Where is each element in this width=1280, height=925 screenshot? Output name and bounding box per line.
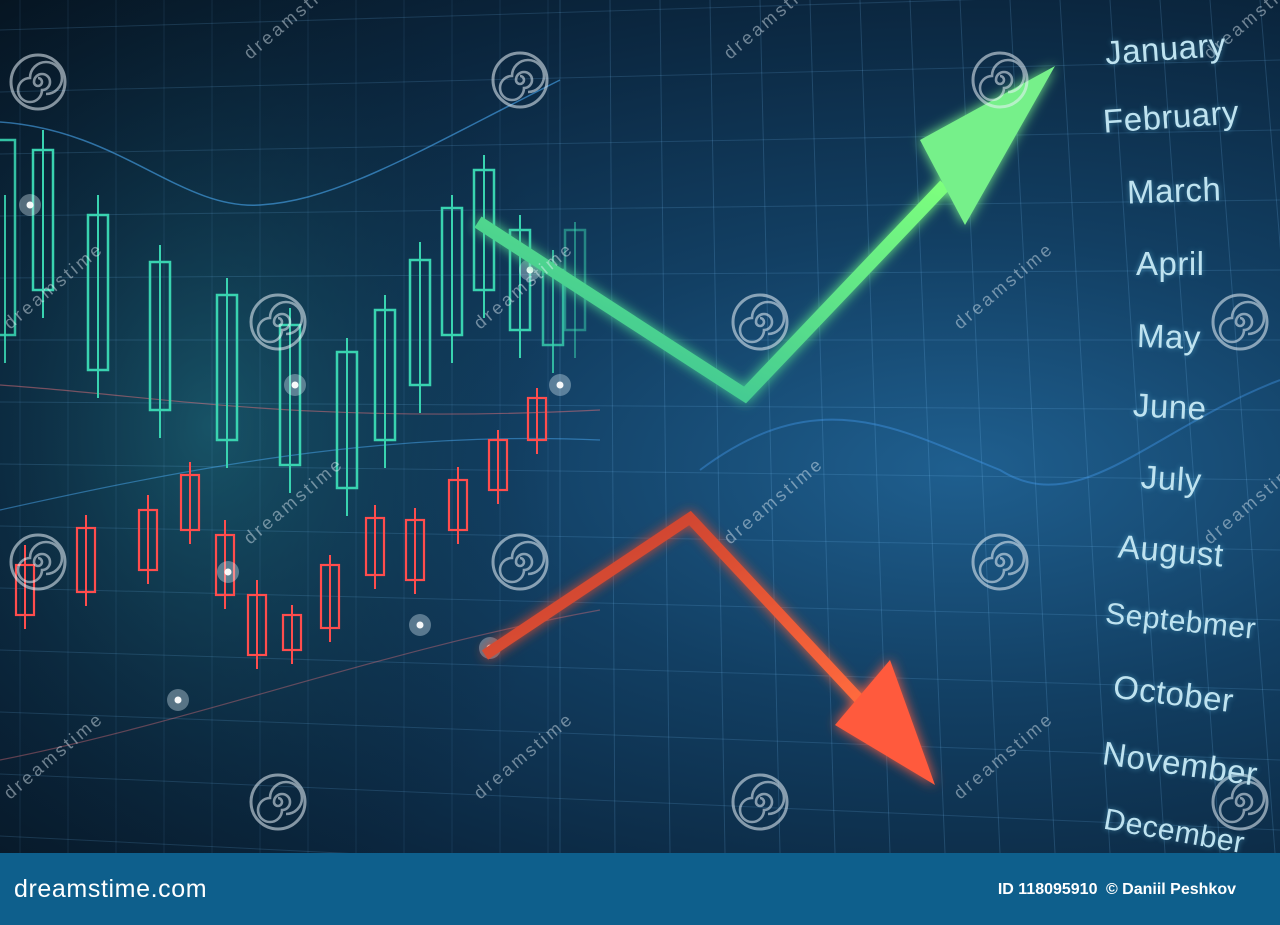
trend-curves — [0, 79, 1280, 761]
watermark-spiral-icon — [491, 533, 549, 591]
stock-chart-background-image: dreamstime dreamstime dreamstime dreamstime… — [0, 0, 1280, 853]
footer-logo[interactable]: dreamstime.com — [14, 875, 208, 903]
watermark-spiral-icon — [9, 53, 67, 111]
trend-up-arrow-icon — [474, 66, 1055, 404]
watermark-spiral-icon — [491, 51, 549, 109]
watermark-spiral-icon — [731, 773, 789, 831]
trend-down-arrow-icon — [481, 510, 935, 785]
footer-credit: ID 118095910 © Daniil Peshkov — [998, 881, 1240, 899]
chart-scene: dreamstime dreamstime dreamstime dreamstime… — [0, 0, 1280, 853]
watermark-spiral-icon — [1211, 293, 1269, 351]
image-id: ID 118095910 — [997, 881, 1098, 898]
watermark-text: dreamstime — [720, 453, 828, 548]
candlestick-series — [0, 130, 587, 669]
watermark-text: dreamstime — [950, 708, 1058, 803]
footer-bar: dreamstime.com ID 118095910 © Daniil Pes… — [0, 853, 1280, 925]
watermark-text: dreamstime — [1200, 0, 1280, 63]
watermark-spiral-icon — [9, 533, 67, 591]
watermark-spiral-icon — [971, 51, 1029, 109]
author-credit: © Daniil Peshkov — [1105, 881, 1236, 898]
watermark-spiral-icon — [731, 293, 789, 351]
watermark-spiral-icon — [249, 293, 307, 351]
watermark-spiral-icon — [1211, 773, 1269, 831]
watermark-text: dreamstime — [950, 238, 1058, 333]
watermark-spiral-icon — [971, 533, 1029, 591]
watermark-text: dreamstime — [1200, 453, 1280, 548]
watermark-spiral-icon — [249, 773, 307, 831]
